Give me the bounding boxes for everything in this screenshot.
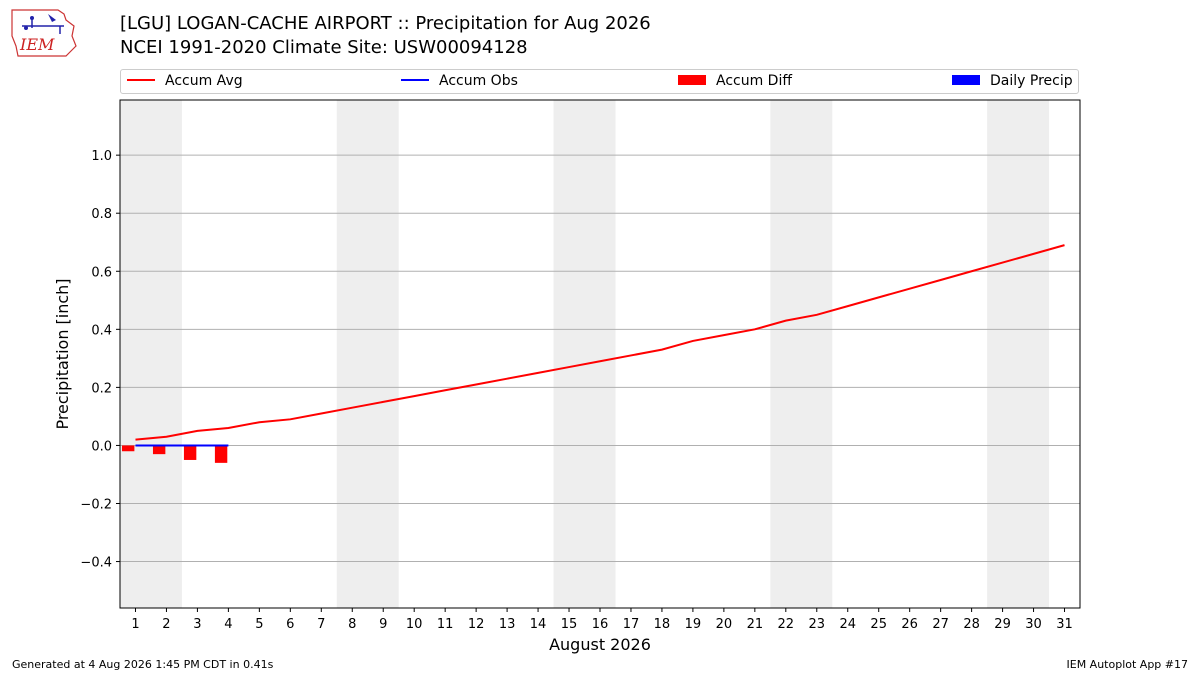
x-tick-label: 25 (870, 617, 887, 632)
x-tick-label: 4 (224, 617, 232, 632)
y-tick-label: −0.4 (80, 556, 112, 571)
legend-label: Accum Avg (165, 73, 243, 89)
x-tick-label: 30 (1025, 617, 1042, 632)
y-tick-label: 0.4 (91, 323, 112, 338)
x-tick-label: 9 (379, 617, 387, 632)
x-tick-label: 13 (499, 617, 516, 632)
legend-item-accum-obs: Accum Obs (401, 73, 518, 89)
x-tick-label: 28 (963, 617, 980, 632)
legend-label: Daily Precip (990, 73, 1073, 89)
x-tick-label: 29 (994, 617, 1011, 632)
legend-item-accum-diff: Accum Diff (678, 73, 792, 89)
x-tick-label: 2 (162, 617, 170, 632)
y-tick-label: 0.0 (91, 439, 112, 454)
chart-subtitle: NCEI 1991-2020 Climate Site: USW00094128 (120, 37, 528, 58)
legend-label: Accum Diff (716, 73, 793, 89)
footer-app: IEM Autoplot App #17 (1066, 658, 1189, 671)
x-tick-label: 19 (685, 617, 702, 632)
x-tick-label: 20 (716, 617, 733, 632)
bar-accum-diff (122, 445, 135, 452)
y-tick-label: −0.2 (80, 497, 112, 512)
y-axis-label: Precipitation [inch] (53, 278, 72, 429)
x-tick-label: 31 (1056, 617, 1073, 632)
chart-title: [LGU] LOGAN-CACHE AIRPORT :: Precipitati… (120, 13, 651, 34)
x-tick-label: 14 (530, 617, 547, 632)
legend-swatch-accum-avg (127, 79, 155, 81)
x-tick-label: 1 (131, 617, 139, 632)
weekend-shade (336, 100, 399, 608)
footer-generated: Generated at 4 Aug 2026 1:45 PM CDT in 0… (12, 658, 274, 671)
legend-swatch-accum-obs (401, 79, 429, 81)
x-tick-label: 6 (286, 617, 294, 632)
weekend-shade (770, 100, 833, 608)
x-tick-label: 8 (348, 617, 356, 632)
x-tick-label: 26 (901, 617, 918, 632)
x-tick-label: 24 (839, 617, 856, 632)
legend-swatch-daily-precip (952, 75, 980, 85)
weekend-shade (987, 100, 1050, 608)
legend-label: Accum Obs (439, 73, 518, 89)
iem-logo: IEM (11, 9, 77, 57)
x-tick-label: 17 (623, 617, 640, 632)
x-tick-label: 12 (468, 617, 485, 632)
x-tick-label: 16 (592, 617, 609, 632)
x-axis-label: August 2026 (549, 635, 651, 654)
bar-accum-diff (152, 445, 166, 455)
x-tick-label: 23 (809, 617, 826, 632)
x-tick-label: 5 (255, 617, 263, 632)
x-tick-label: 27 (932, 617, 949, 632)
logo-text: IEM (19, 35, 55, 54)
y-tick-label: 1.0 (91, 149, 112, 164)
x-tick-label: 11 (437, 617, 454, 632)
x-tick-label: 21 (747, 617, 764, 632)
y-tick-label: 0.8 (91, 207, 112, 222)
x-tick-label: 22 (778, 617, 795, 632)
x-tick-label: 10 (406, 617, 423, 632)
y-tick-label: 0.2 (91, 381, 112, 396)
bar-accum-diff (183, 445, 197, 460)
legend: Accum Avg Accum Obs Accum Diff Daily Pre… (120, 69, 1079, 94)
bar-accum-diff (214, 445, 228, 463)
legend-item-accum-avg: Accum Avg (127, 73, 243, 89)
line-accum-avg (135, 244, 1065, 441)
weekend-shade (553, 100, 616, 608)
legend-swatch-accum-diff (678, 75, 706, 85)
legend-item-daily-precip: Daily Precip (952, 73, 1073, 89)
x-tick-label: 18 (654, 617, 671, 632)
x-tick-label: 15 (561, 617, 578, 632)
x-tick-label: 7 (317, 617, 325, 632)
x-tick-label: 3 (193, 617, 201, 632)
weekend-shade (120, 100, 182, 608)
y-tick-label: 0.6 (91, 265, 112, 280)
